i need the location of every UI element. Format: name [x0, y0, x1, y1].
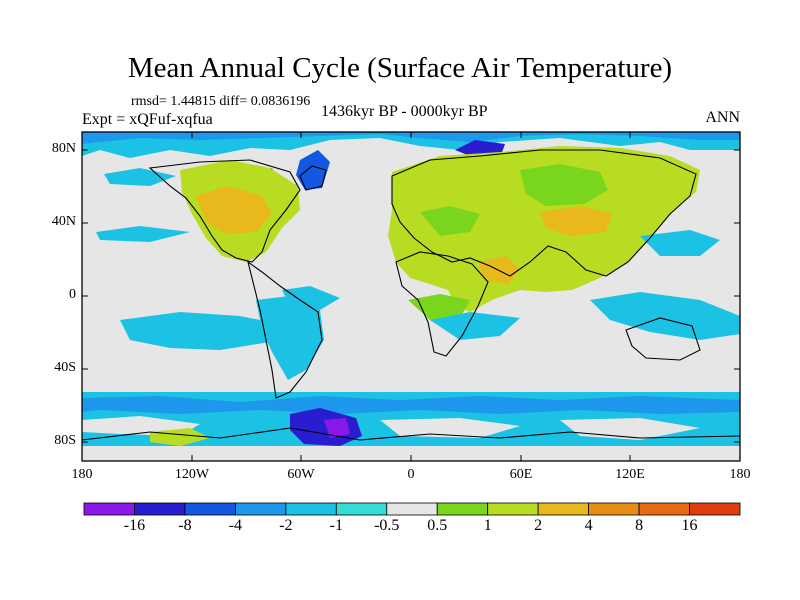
stats-text: rmsd= 1.44815 diff= 0.0836196: [131, 94, 311, 109]
lon-label-120e: 120E: [615, 467, 645, 482]
colorbar-swatch: [184, 502, 236, 516]
colorbar-label: 0.5: [427, 517, 448, 534]
colorbar-label: -2: [279, 517, 293, 534]
colorbar-swatch: [134, 502, 186, 516]
lat-label-80n: 80N: [51, 141, 76, 156]
colorbar-label: 16: [681, 517, 698, 534]
colorbar-label: 4: [584, 517, 593, 534]
colorbar-swatch: [638, 502, 690, 516]
colorbar-label: 2: [534, 517, 543, 534]
lat-label-40s: 40S: [54, 360, 76, 375]
colorbar-label: -0.5: [374, 517, 400, 534]
colorbar-swatch: [335, 502, 388, 516]
colorbar-label: -8: [178, 517, 192, 534]
lon-label-120w: 120W: [174, 467, 210, 482]
colorbar-swatch: [436, 502, 489, 516]
colorbar-label: -16: [123, 517, 146, 534]
lat-label-80s: 80S: [54, 433, 76, 448]
map-title: Mean Annual Cycle (Surface Air Temperatu…: [127, 52, 673, 84]
lon-label-180e: 180: [729, 467, 751, 482]
season-label: ANN: [705, 109, 740, 126]
experiment-label: Expt = xQFuf-xqfua: [82, 111, 213, 128]
colorbar-swatch: [234, 502, 287, 516]
temperature-field: [82, 132, 740, 461]
colorbar-swatch: [83, 502, 135, 516]
coastlines: [82, 149, 740, 441]
axis-ticks: [81, 132, 741, 461]
period-label: 1436kyr BP - 0000kyr BP: [321, 103, 488, 120]
colorbar-swatch: [386, 502, 438, 516]
lon-label-60e: 60E: [509, 467, 533, 482]
lon-label-180w: 180: [71, 467, 93, 482]
colorbar-swatch: [487, 502, 539, 516]
colorbar-swatch: [285, 502, 337, 516]
lon-label-0: 0: [407, 467, 415, 482]
colorbar-label: 1: [483, 517, 492, 534]
colorbar-swatch: [588, 502, 640, 516]
lat-label-40n: 40N: [51, 214, 76, 229]
colorbar-swatch: [537, 502, 590, 516]
colorbar-label: -4: [228, 517, 243, 534]
colorbar-label: -1: [329, 517, 343, 534]
lat-label-0: 0: [69, 287, 76, 302]
colorbar: [83, 502, 741, 516]
lon-label-60w: 60W: [287, 467, 315, 482]
colorbar-swatch: [689, 502, 741, 516]
colorbar-label: 8: [635, 517, 644, 534]
